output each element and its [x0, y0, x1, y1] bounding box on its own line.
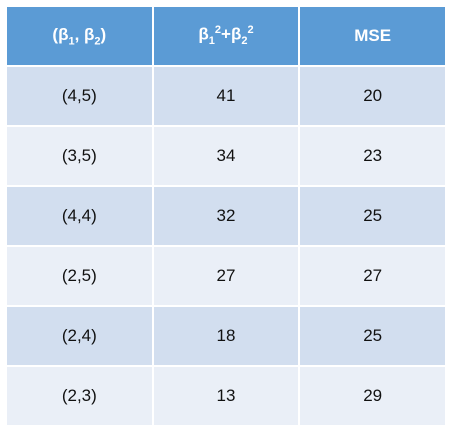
cell-beta-pair: (4,4)	[5, 185, 154, 247]
cell-beta-pair: (4,5)	[5, 65, 154, 127]
cell-beta-pair: (3,5)	[5, 125, 154, 187]
header-row: (β1, β2) β12+β22 MSE	[5, 5, 447, 67]
cell-beta-pair: (2,3)	[5, 365, 154, 427]
cell-mse: 29	[298, 365, 447, 427]
cell-square-sum: 13	[151, 365, 301, 427]
table-row: (4,4) 32 25	[5, 185, 447, 247]
cell-square-sum: 41	[151, 65, 301, 127]
table-row: (4,5) 41 20	[5, 65, 447, 127]
header-mse: MSE	[298, 5, 447, 67]
table-row: (2,4) 18 25	[5, 305, 447, 367]
header-beta-pair: (β1, β2)	[5, 5, 154, 67]
cell-mse: 20	[298, 65, 447, 127]
cell-beta-pair: (2,4)	[5, 305, 154, 367]
table-row: (3,5) 34 23	[5, 125, 447, 187]
cell-square-sum: 32	[151, 185, 301, 247]
beta-mse-table: (β1, β2) β12+β22 MSE (4,5) 41 20 (3,5) 3…	[5, 5, 447, 427]
cell-square-sum: 34	[151, 125, 301, 187]
cell-square-sum: 27	[151, 245, 301, 307]
cell-mse: 25	[298, 185, 447, 247]
cell-beta-pair: (2,5)	[5, 245, 154, 307]
cell-square-sum: 18	[151, 305, 301, 367]
data-table-container: (β1, β2) β12+β22 MSE (4,5) 41 20 (3,5) 3…	[5, 5, 447, 427]
cell-mse: 23	[298, 125, 447, 187]
table-row: (2,3) 13 29	[5, 365, 447, 427]
table-row: (2,5) 27 27	[5, 245, 447, 307]
header-beta-square-sum: β12+β22	[151, 5, 301, 67]
cell-mse: 25	[298, 305, 447, 367]
cell-mse: 27	[298, 245, 447, 307]
